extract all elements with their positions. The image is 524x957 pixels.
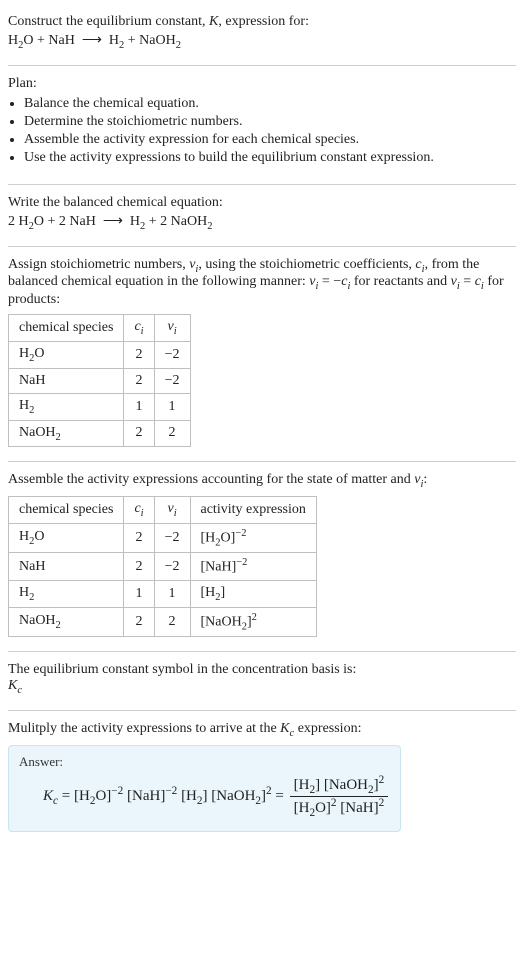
cell: H2: [9, 581, 124, 608]
plan-heading: Plan:: [8, 76, 516, 92]
plan-item: Use the activity expressions to build th…: [24, 150, 516, 166]
activity-intro: Assemble the activity expressions accoun…: [8, 472, 516, 490]
kc-expression: Kc = [H2O]−2 [NaH]−2 [H2] [NaOH2]2 = [H2…: [43, 774, 390, 819]
col-ci: ci: [124, 315, 154, 342]
cell: H2: [9, 393, 124, 420]
cell: NaH: [9, 553, 124, 581]
final-intro: Mulitply the activity expressions to arr…: [8, 721, 516, 739]
cell: 2: [124, 420, 154, 447]
cell: 2: [124, 523, 154, 552]
cell: −2: [154, 553, 190, 581]
table-row: NaOH2 2 2 [NaOH2]2: [9, 607, 317, 636]
cell: −2: [154, 523, 190, 552]
stoich-intro: Assign stoichiometric numbers, νi, using…: [8, 257, 516, 309]
divider: [8, 65, 516, 66]
table-row: H2O 2 −2 [H2O]−2: [9, 523, 317, 552]
cell: [NaOH2]2: [190, 607, 316, 636]
cell: [H2O]−2: [190, 523, 316, 552]
plan-item: Determine the stoichiometric numbers.: [24, 114, 516, 130]
intro-line: Construct the equilibrium constant, K, e…: [8, 14, 516, 30]
plan-section: Plan: Balance the chemical equation. Det…: [8, 70, 516, 180]
symbol-line1: The equilibrium constant symbol in the c…: [8, 662, 516, 678]
col-ci: ci: [124, 497, 154, 524]
cell: 2: [154, 607, 190, 636]
cell: 1: [154, 393, 190, 420]
cell: H2O: [9, 341, 124, 368]
col-species: chemical species: [9, 497, 124, 524]
cell: NaOH2: [9, 420, 124, 447]
cell: −2: [154, 368, 190, 393]
answer-label: Answer:: [19, 754, 390, 770]
plan-item: Balance the chemical equation.: [24, 96, 516, 112]
cell: 2: [124, 341, 154, 368]
plan-item: Assemble the activity expression for eac…: [24, 132, 516, 148]
intro-section: Construct the equilibrium constant, K, e…: [8, 8, 516, 61]
kc-lhs: Kc = [H2O]−2 [NaH]−2 [H2] [NaOH2]2 =: [43, 788, 288, 804]
kc-denominator: [H2O]2 [NaH]2: [290, 796, 389, 819]
kc-numerator: [H2] [NaOH2]2: [290, 774, 389, 796]
kc-fraction: [H2] [NaOH2]2[H2O]2 [NaH]2: [290, 774, 389, 819]
cell: 2: [124, 368, 154, 393]
activity-table: chemical species ci νi activity expressi…: [8, 496, 317, 637]
cell: H2O: [9, 523, 124, 552]
cell: 2: [124, 553, 154, 581]
table-row: NaH 2 −2 [NaH]−2: [9, 553, 317, 581]
balanced-section: Write the balanced chemical equation: 2 …: [8, 189, 516, 242]
cell: NaH: [9, 368, 124, 393]
divider: [8, 710, 516, 711]
table-row: H2O 2 −2: [9, 341, 191, 368]
col-activity: activity expression: [190, 497, 316, 524]
table-row: NaOH2 2 2: [9, 420, 191, 447]
cell: 2: [154, 420, 190, 447]
symbol-line2: Kc: [8, 678, 516, 696]
table-row: NaH 2 −2: [9, 368, 191, 393]
col-vi: νi: [154, 315, 190, 342]
col-species: chemical species: [9, 315, 124, 342]
stoich-table: chemical species ci νi H2O 2 −2 NaH 2 −2…: [8, 314, 191, 447]
cell: 1: [124, 581, 154, 608]
stoich-section: Assign stoichiometric numbers, νi, using…: [8, 251, 516, 458]
balanced-equation: 2 H2O + 2 NaH ⟶ H2 + 2 NaOH2: [8, 213, 516, 232]
cell: 1: [154, 581, 190, 608]
cell: [NaH]−2: [190, 553, 316, 581]
divider: [8, 651, 516, 652]
symbol-section: The equilibrium constant symbol in the c…: [8, 656, 516, 706]
plan-list: Balance the chemical equation. Determine…: [8, 96, 516, 166]
table-row: H2 1 1 [H2]: [9, 581, 317, 608]
balanced-heading: Write the balanced chemical equation:: [8, 195, 516, 211]
cell: −2: [154, 341, 190, 368]
intro-equation: H2O + NaH ⟶ H2 + NaOH2: [8, 32, 516, 51]
answer-box: Answer: Kc = [H2O]−2 [NaH]−2 [H2] [NaOH2…: [8, 745, 401, 832]
cell: 2: [124, 607, 154, 636]
col-vi: νi: [154, 497, 190, 524]
divider: [8, 461, 516, 462]
final-section: Mulitply the activity expressions to arr…: [8, 715, 516, 842]
divider: [8, 184, 516, 185]
table-row: H2 1 1: [9, 393, 191, 420]
cell: [H2]: [190, 581, 316, 608]
cell: 1: [124, 393, 154, 420]
divider: [8, 246, 516, 247]
table-row: chemical species ci νi activity expressi…: [9, 497, 317, 524]
cell: NaOH2: [9, 607, 124, 636]
activity-section: Assemble the activity expressions accoun…: [8, 466, 516, 647]
table-row: chemical species ci νi: [9, 315, 191, 342]
